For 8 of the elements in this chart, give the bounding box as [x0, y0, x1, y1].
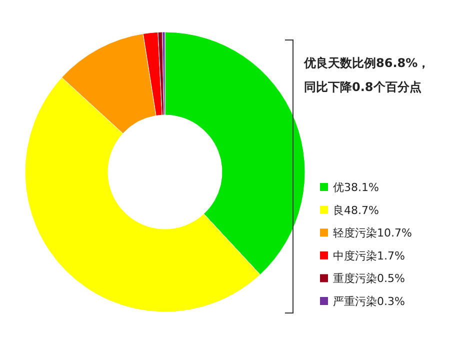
- legend-label: 中度污染1.7%: [333, 249, 405, 262]
- legend-label: 优38.1%: [333, 181, 379, 194]
- legend-label: 良48.7%: [333, 204, 379, 217]
- legend-label: 重度污染0.5%: [333, 272, 405, 286]
- text: 同比下降0.8个百分点: [304, 80, 422, 94]
- legend-label: 严重污染0.3%: [333, 295, 405, 308]
- legend-label: 轻度污染10.7%: [333, 226, 412, 240]
- text: 优良天数比例86.8%，: [303, 56, 430, 70]
